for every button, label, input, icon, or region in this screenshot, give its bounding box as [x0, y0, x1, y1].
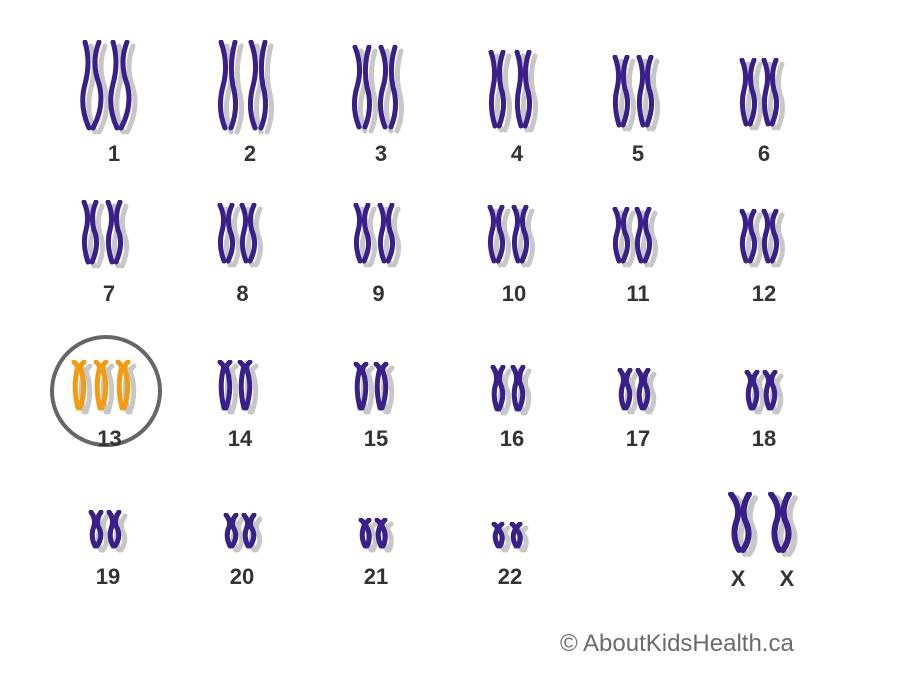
chromosome-label: 10	[478, 281, 550, 307]
attribution-text: © AboutKidsHealth.ca	[560, 630, 794, 658]
chromosome-4: 4	[482, 50, 552, 167]
chromosome-14: 14	[210, 360, 270, 452]
chromosome-label: 2	[210, 141, 290, 167]
chromosome-22: 22	[482, 522, 538, 590]
chromosome-icon	[490, 522, 530, 558]
chromosome-8: 8	[210, 203, 275, 307]
chromosome-label: 4	[482, 141, 552, 167]
chromosome-icon	[222, 513, 262, 558]
chromosome-19: 19	[80, 510, 136, 590]
chromosome-15: 15	[346, 362, 406, 452]
chromosome-17: 17	[608, 368, 668, 452]
chromosome-7: 7	[74, 200, 144, 307]
chromosome-label: 20	[214, 564, 270, 590]
chromosome-label: 1	[74, 141, 154, 167]
chromosome-icon	[215, 40, 285, 135]
chromosome-label: 14	[210, 426, 270, 452]
chromosome-9: 9	[346, 203, 411, 307]
chromosome-icon	[743, 370, 785, 420]
chromosome-label: 5	[608, 141, 668, 167]
chromosome-11: 11	[604, 207, 672, 307]
chromosome-12: 12	[730, 209, 798, 307]
chromosome-label: 17	[608, 426, 668, 452]
chromosome-label: 18	[734, 426, 794, 452]
chromosome-label: 12	[730, 281, 798, 307]
chromosome-10: 10	[478, 205, 550, 307]
chromosome-icon	[727, 492, 812, 562]
chromosome-16: 16	[482, 365, 542, 452]
chromosome-label: 13	[62, 426, 157, 452]
chromosome-icon	[611, 207, 665, 275]
chromosome-icon	[611, 55, 666, 135]
sex-chromosome-label: X X	[722, 566, 817, 592]
chromosome-label: 6	[734, 141, 794, 167]
chromosome-label: 19	[80, 564, 136, 590]
chromosome-1: 1	[74, 40, 154, 167]
chromosome-icon	[70, 360, 150, 420]
chromosome-icon	[738, 209, 790, 275]
chromosome-icon	[79, 40, 149, 135]
chromosome-label: 16	[482, 426, 542, 452]
chromosome-icon	[87, 510, 129, 558]
chromosome-icon	[357, 518, 395, 558]
chromosome-label: 3	[346, 141, 416, 167]
chromosome-label: 22	[482, 564, 538, 590]
chromosome-icon	[351, 45, 411, 135]
chromosome-label: 15	[346, 426, 406, 452]
chromosome-label: 8	[210, 281, 275, 307]
chromosome-18: 18	[734, 370, 794, 452]
chromosome-3: 3	[346, 45, 416, 167]
chromosome-icon	[216, 360, 264, 420]
chromosome-icon	[352, 362, 400, 420]
chromosome-icon	[216, 203, 270, 275]
chromosome-21: 21	[348, 518, 404, 590]
chromosome-6: 6	[734, 58, 794, 167]
chromosome-icon	[616, 368, 660, 420]
chromosome-icon	[487, 50, 547, 135]
chromosome-label: 11	[604, 281, 672, 307]
chromosome-icon	[489, 365, 535, 420]
chromosome-label: 9	[346, 281, 411, 307]
chromosome-icon	[352, 203, 406, 275]
chromosome-20: 20	[214, 513, 270, 590]
chromosome-icon	[738, 58, 790, 135]
chromosome-2: 2	[210, 40, 290, 167]
karyotype-diagram: 1 2 3	[0, 0, 900, 675]
chromosome-5: 5	[608, 55, 668, 167]
sex-chromosomes: X X	[722, 492, 817, 592]
chromosome-label: 7	[74, 281, 144, 307]
chromosome-13-trisomy: 13	[62, 360, 157, 452]
chromosome-label: 21	[348, 564, 404, 590]
chromosome-icon	[486, 205, 542, 275]
chromosome-icon	[80, 200, 138, 275]
